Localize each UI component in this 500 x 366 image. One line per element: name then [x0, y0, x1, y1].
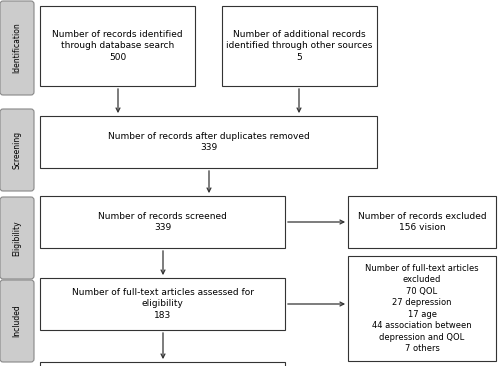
FancyBboxPatch shape: [40, 116, 377, 168]
Text: Screening: Screening: [12, 131, 22, 169]
Text: Identification: Identification: [12, 23, 22, 73]
Text: Number of records identified
through database search
500: Number of records identified through dat…: [52, 30, 183, 62]
Text: Eligibility: Eligibility: [12, 220, 22, 256]
FancyBboxPatch shape: [40, 196, 285, 248]
FancyBboxPatch shape: [40, 6, 195, 86]
FancyBboxPatch shape: [40, 278, 285, 330]
FancyBboxPatch shape: [0, 109, 34, 191]
FancyBboxPatch shape: [222, 6, 377, 86]
Text: Number of records after duplicates removed
339: Number of records after duplicates remov…: [108, 132, 310, 152]
FancyBboxPatch shape: [0, 1, 34, 95]
Text: Number of records screened
339: Number of records screened 339: [98, 212, 227, 232]
FancyBboxPatch shape: [348, 196, 496, 248]
Text: Included: Included: [12, 305, 22, 337]
Text: Number of additional records
identified through other sources
5: Number of additional records identified …: [226, 30, 372, 62]
Text: Number of records excluded
156 vision: Number of records excluded 156 vision: [358, 212, 486, 232]
FancyBboxPatch shape: [0, 197, 34, 279]
FancyBboxPatch shape: [348, 256, 496, 361]
Text: Number of full-text articles
excluded
70 QOL
27 depression
17 age
44 association: Number of full-text articles excluded 70…: [365, 264, 479, 353]
FancyBboxPatch shape: [40, 362, 285, 366]
FancyBboxPatch shape: [0, 280, 34, 362]
Text: Number of full-text articles assessed for
eligibility
183: Number of full-text articles assessed fo…: [72, 288, 254, 320]
